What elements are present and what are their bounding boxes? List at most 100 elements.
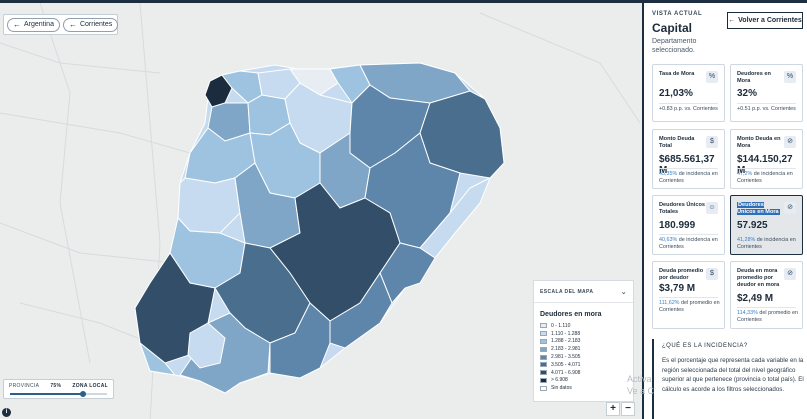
argentina-label: Argentina bbox=[24, 21, 54, 28]
legend-item-label: 1.110 - 1.288 bbox=[551, 330, 581, 337]
legend-item-label: 0 - 1.110 bbox=[551, 322, 571, 329]
legend-item: 1.288 - 2.183 bbox=[534, 338, 633, 346]
incidencia-explainer: ¿QUÉ ES LA INCIDENCIA? Es el porcentaje … bbox=[652, 339, 804, 419]
argentina-button[interactable]: ← Argentina bbox=[7, 17, 60, 32]
card-unicos-totales[interactable]: Deudores Únicos Totales ☺ 180.999 40,63%… bbox=[652, 195, 725, 255]
vista-label: VISTA ACTUAL bbox=[652, 11, 703, 17]
arrow-left-icon: ← bbox=[13, 19, 21, 29]
zone-value-label: 75% bbox=[50, 383, 62, 389]
money-off-icon: ⊘ bbox=[784, 268, 796, 280]
dept-south-1[interactable] bbox=[329, 271, 393, 349]
card-deudores-mora[interactable]: Deudores en Mora % 32% +0.51 p.p. vs. Co… bbox=[730, 64, 803, 122]
card-note-rest: del promedio en Corrientes bbox=[737, 310, 799, 323]
legend-header[interactable]: ESCALA DEL MAPA ⌄ bbox=[534, 281, 633, 303]
legend-swatch bbox=[540, 385, 547, 391]
zone-left-label: PROVINCIA bbox=[9, 383, 40, 389]
legend-swatch bbox=[540, 354, 547, 360]
legend-item-label: Sin datos bbox=[551, 385, 572, 392]
card-note: 47,2% de incidencia en Corrientes bbox=[737, 171, 799, 185]
card-note: 45,35% de incidencia en Corrientes bbox=[659, 171, 721, 185]
zoom-out-button[interactable]: − bbox=[621, 402, 635, 416]
legend-item-label: 3.505 - 4.071 bbox=[551, 361, 581, 368]
card-title: Deudores Únicos en Mora bbox=[737, 202, 783, 216]
card-tasa-mora[interactable]: Tasa de Mora % 21,03% +0.83 p.p. vs. Cor… bbox=[652, 64, 725, 122]
zone-slider[interactable]: PROVINCIA 75% ZONA LOCAL bbox=[3, 379, 114, 399]
zone-fill bbox=[10, 393, 83, 395]
page-subtitle: Departamento seleccionado. bbox=[652, 38, 697, 54]
card-value: 32% bbox=[737, 88, 758, 99]
legend-title: Deudores en mora bbox=[540, 311, 602, 318]
card-note: 40,63% de incidencia en Corrientes bbox=[659, 237, 721, 251]
card-note: 114,33% del promedio en Corrientes bbox=[737, 310, 799, 324]
card-note: +0.83 p.p. vs. Corrientes bbox=[659, 106, 718, 112]
legend-item: 4.071 - 6.908 bbox=[534, 369, 633, 377]
corrientes-label: Corrientes bbox=[79, 21, 113, 28]
legend-swatch bbox=[540, 370, 547, 376]
card-note-highlight: 40,63% bbox=[659, 237, 678, 243]
card-title: Monto Deuda en Mora bbox=[737, 136, 781, 149]
map-area[interactable]: ← Argentina ← Corrientes ESCALA DEL MAPA… bbox=[0, 0, 642, 419]
card-note-highlight: 45,35% bbox=[659, 171, 678, 177]
card-value: $685.561,37 M bbox=[659, 154, 715, 176]
dept-south-4[interactable] bbox=[187, 322, 226, 369]
card-note-rest: de incidencia en Corrientes bbox=[737, 171, 793, 184]
dept-south-2[interactable] bbox=[179, 312, 271, 394]
watermark-line-1: Activa bbox=[627, 374, 652, 384]
card-deuda-promedio[interactable]: Deuda promedio por deudor $ $3,79 M 111,… bbox=[652, 261, 725, 329]
legend-item-label: 2.183 - 2.981 bbox=[551, 346, 581, 353]
legend-item: 2.981 - 3.505 bbox=[534, 353, 633, 361]
card-note: 111,62% del promedio en Corrientes bbox=[659, 300, 721, 314]
card-monto-mora[interactable]: Monto Deuda en Mora ⊘ $144.150,27 M 47,2… bbox=[730, 129, 803, 189]
explainer-text: Es el porcentaje que representa cada var… bbox=[662, 357, 804, 393]
legend-swatch bbox=[540, 346, 547, 352]
info-icon[interactable]: i bbox=[2, 408, 11, 417]
page-title: Capital bbox=[652, 21, 693, 35]
legend-item-label: > 6.908 bbox=[551, 377, 568, 384]
legend-item: > 6.908 bbox=[534, 377, 633, 385]
dept-south-3[interactable] bbox=[269, 302, 331, 379]
breadcrumb-nav: ← Argentina ← Corrientes bbox=[3, 14, 119, 35]
card-title-text: Deudores Únicos en Mora bbox=[737, 202, 780, 215]
legend-header-label: ESCALA DEL MAPA bbox=[540, 288, 594, 295]
zone-handle[interactable] bbox=[79, 391, 86, 397]
map-canvas[interactable] bbox=[0, 3, 642, 419]
card-value: $3,79 M bbox=[659, 283, 696, 294]
legend-item: Sin datos bbox=[534, 384, 633, 392]
card-note-highlight: 111,62% bbox=[659, 300, 680, 306]
dept-east-4[interactable] bbox=[379, 242, 436, 304]
card-value: 21,03% bbox=[659, 88, 693, 99]
card-title: Deuda promedio por deudor bbox=[659, 268, 704, 281]
chevron-down-icon[interactable]: ⌄ bbox=[620, 288, 627, 296]
card-note-highlight: 114,33% bbox=[737, 310, 758, 316]
card-divider bbox=[737, 307, 796, 308]
card-value: $2,49 M bbox=[737, 293, 774, 304]
zoom-in-button[interactable]: + bbox=[606, 402, 620, 416]
legend-swatch bbox=[540, 338, 547, 344]
card-monto-total[interactable]: Monto Deuda Total $ $685.561,37 M 45,35%… bbox=[652, 129, 725, 189]
card-note-highlight: 41,28% bbox=[737, 237, 756, 243]
card-value: 180.999 bbox=[659, 220, 696, 231]
money-icon: $ bbox=[706, 268, 718, 280]
zone-track[interactable] bbox=[10, 391, 107, 397]
back-to-corrientes-button[interactable]: ← Volver a Corrientes bbox=[727, 12, 803, 29]
dept-far-south[interactable] bbox=[138, 341, 177, 376]
card-divider bbox=[659, 297, 718, 298]
dept-east-3[interactable] bbox=[419, 176, 491, 259]
legend-swatch bbox=[540, 323, 547, 329]
legend-swatch bbox=[540, 331, 547, 337]
card-title: Tasa de Mora bbox=[659, 71, 695, 77]
card-deuda-mora-promedio[interactable]: Deuda en mora promedio por deudor en mor… bbox=[730, 261, 803, 329]
card-title: Deuda en mora promedio por deudor en mor… bbox=[737, 268, 780, 288]
corrientes-button[interactable]: ← Corrientes bbox=[62, 17, 119, 32]
map-legend: ESCALA DEL MAPA ⌄ Deudores en mora 0 - 1… bbox=[533, 280, 634, 402]
card-unicos-mora[interactable]: Deudores Únicos en Mora ⊘ 57.925 41,28% … bbox=[730, 195, 803, 255]
dept-north-3[interactable] bbox=[289, 68, 339, 96]
money-icon: $ bbox=[706, 136, 718, 148]
card-note: 41,28% de incidencia en Corrientes bbox=[737, 237, 799, 251]
card-note-rest: de incidencia en Corrientes bbox=[659, 171, 718, 184]
arrow-left-icon: ← bbox=[728, 17, 736, 24]
user-icon: ☺ bbox=[706, 202, 718, 214]
card-value: 57.925 bbox=[737, 220, 768, 231]
card-divider bbox=[737, 168, 796, 169]
card-divider bbox=[737, 103, 796, 104]
